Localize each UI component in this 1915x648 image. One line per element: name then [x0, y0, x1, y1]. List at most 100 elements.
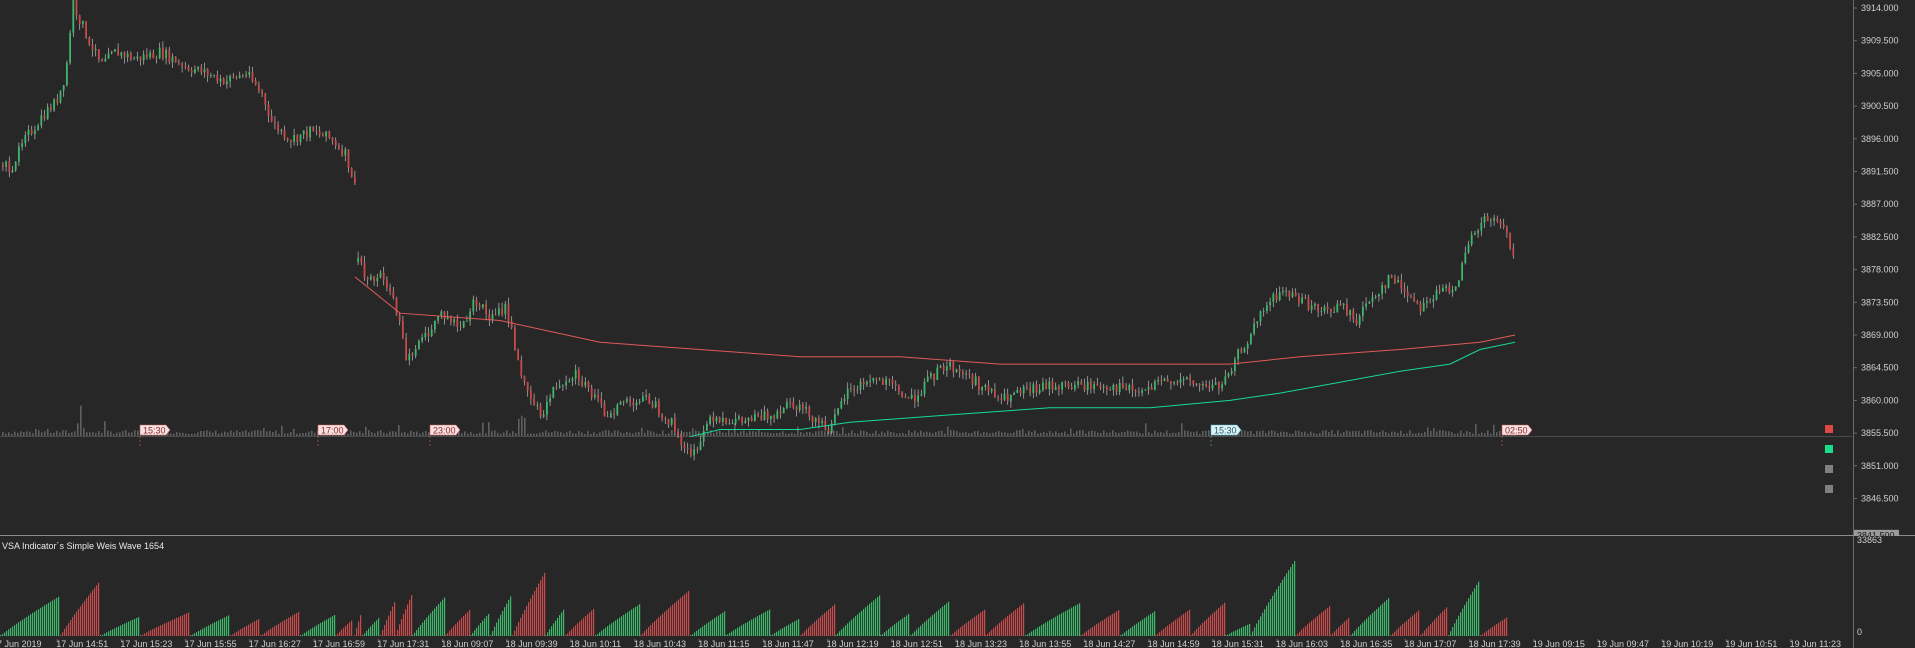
- volume-bar: [1109, 432, 1111, 436]
- weis-wave-bar: [467, 611, 469, 636]
- candle-bull: [1093, 384, 1095, 390]
- price-axis: 3914.0003909.5003905.0003900.5003896.000…: [0, 0, 1915, 536]
- weis-wave-bar: [1220, 606, 1222, 636]
- weis-wave-bar: [818, 618, 820, 636]
- candle-bear: [1406, 291, 1409, 297]
- volume-bar: [1118, 433, 1120, 436]
- candle-bull: [846, 388, 849, 399]
- weis-wave-bar: [272, 627, 274, 636]
- weis-wave-bar: [1167, 625, 1169, 636]
- weis-wave-bar: [843, 627, 845, 636]
- weis-wave-bar: [1438, 615, 1440, 636]
- weis-wave-bar: [1454, 623, 1456, 636]
- volume-bar: [137, 430, 139, 436]
- weis-wave-bar: [152, 629, 154, 636]
- candle-bear: [341, 148, 343, 156]
- price-tick-label: 3905.000: [1861, 68, 1899, 78]
- candle-bear: [824, 420, 827, 430]
- session-marker[interactable]: 23:00: [429, 424, 461, 448]
- weis-wave-bar: [898, 621, 900, 636]
- candle-bear: [373, 276, 375, 282]
- candle-bear: [1115, 384, 1118, 393]
- candle-bear: [907, 397, 910, 399]
- candle-bear: [651, 403, 654, 408]
- weis-wave-bar: [1130, 627, 1132, 636]
- candle-bull: [626, 399, 628, 402]
- candle-bull: [574, 369, 577, 379]
- candle-bear: [277, 123, 279, 132]
- volume-bar: [704, 431, 706, 436]
- candle-bull: [1272, 294, 1275, 302]
- candle-bull: [1224, 376, 1227, 385]
- candle-bull: [1237, 349, 1239, 360]
- candle-bear: [347, 149, 350, 168]
- candle-bear: [296, 135, 299, 143]
- weis-wave-bar: [1330, 635, 1332, 636]
- weis-wave-bar: [368, 628, 370, 636]
- candle-bull: [642, 396, 644, 402]
- weis-wave-bar: [238, 630, 240, 636]
- weis-wave-bar: [1356, 628, 1358, 636]
- weis-wave-bar: [244, 626, 246, 636]
- weis-wave-bar: [1128, 629, 1130, 636]
- session-marker-label: 23:00: [433, 426, 456, 436]
- weis-wave-bar: [1334, 631, 1336, 636]
- candle-bear: [75, 0, 78, 16]
- weis-wave-bar: [1446, 607, 1448, 636]
- volume-bar: [1253, 433, 1255, 436]
- volume-bar: [764, 432, 766, 436]
- volume-bar: [89, 432, 91, 436]
- volume-bar: [1184, 430, 1186, 436]
- volume-bar: [683, 432, 685, 436]
- session-marker[interactable]: 15:30: [1210, 424, 1242, 448]
- session-marker[interactable]: 02:50: [1501, 424, 1533, 448]
- weis-wave-bar: [1325, 609, 1327, 636]
- candle-bear: [792, 402, 795, 408]
- volume-bar: [1298, 430, 1300, 436]
- price-chart[interactable]: 15:30 17:00 23:00 15:30 02:50 3914.0003909.5…: [0, 0, 1915, 536]
- weis-wave-bar: [1256, 623, 1258, 636]
- weis-wave-bar: [1043, 623, 1045, 636]
- weis-wave-bar: [1297, 633, 1299, 636]
- time-tick-label: 17 Jun 15:55: [185, 639, 237, 648]
- volume-bar: [404, 431, 406, 436]
- volume-bar: [1472, 433, 1474, 436]
- volume-bar: [542, 432, 544, 436]
- weis-wave-bar: [1364, 620, 1366, 636]
- weis-wave-bar: [1039, 626, 1041, 636]
- session-marker[interactable]: 15:30: [139, 424, 171, 448]
- volume-bar: [1439, 430, 1441, 436]
- candle-bull: [1285, 290, 1287, 292]
- candle-bull: [1157, 379, 1159, 382]
- weis-wave-bar: [328, 618, 330, 636]
- candle-bull: [1358, 315, 1361, 325]
- weis-wave-bar: [54, 599, 56, 636]
- weis-wave-bar: [1086, 631, 1088, 636]
- weis-wave-bar: [341, 629, 343, 636]
- weis-wave-bar: [928, 618, 930, 636]
- candle-bear: [1138, 391, 1140, 393]
- weis-wave-bar: [1152, 612, 1154, 636]
- weis-wave-bar: [1292, 564, 1294, 636]
- volume-bar: [980, 433, 982, 436]
- weis-wave-bar: [64, 628, 66, 636]
- session-marker[interactable]: 17:00: [317, 424, 349, 448]
- volume-bar: [128, 432, 130, 436]
- weis-wave-bar: [246, 625, 248, 636]
- weis-wave-bar: [130, 620, 132, 636]
- volume-bar: [1373, 432, 1375, 436]
- volume-bar: [815, 431, 817, 436]
- weis-wave-bar: [1132, 626, 1134, 636]
- volume-bar: [35, 429, 37, 436]
- volume-bar: [245, 430, 247, 436]
- candle-bull: [379, 272, 382, 278]
- candle-bull: [949, 361, 951, 367]
- candle-bear: [1166, 379, 1169, 382]
- volume-bar: [812, 433, 814, 436]
- candle-bull: [1016, 389, 1019, 393]
- volume-bar: [626, 431, 628, 436]
- weis-wave-bar: [1384, 601, 1386, 636]
- weis-wave-bar: [1021, 604, 1023, 636]
- weis-wave-bar: [82, 603, 84, 636]
